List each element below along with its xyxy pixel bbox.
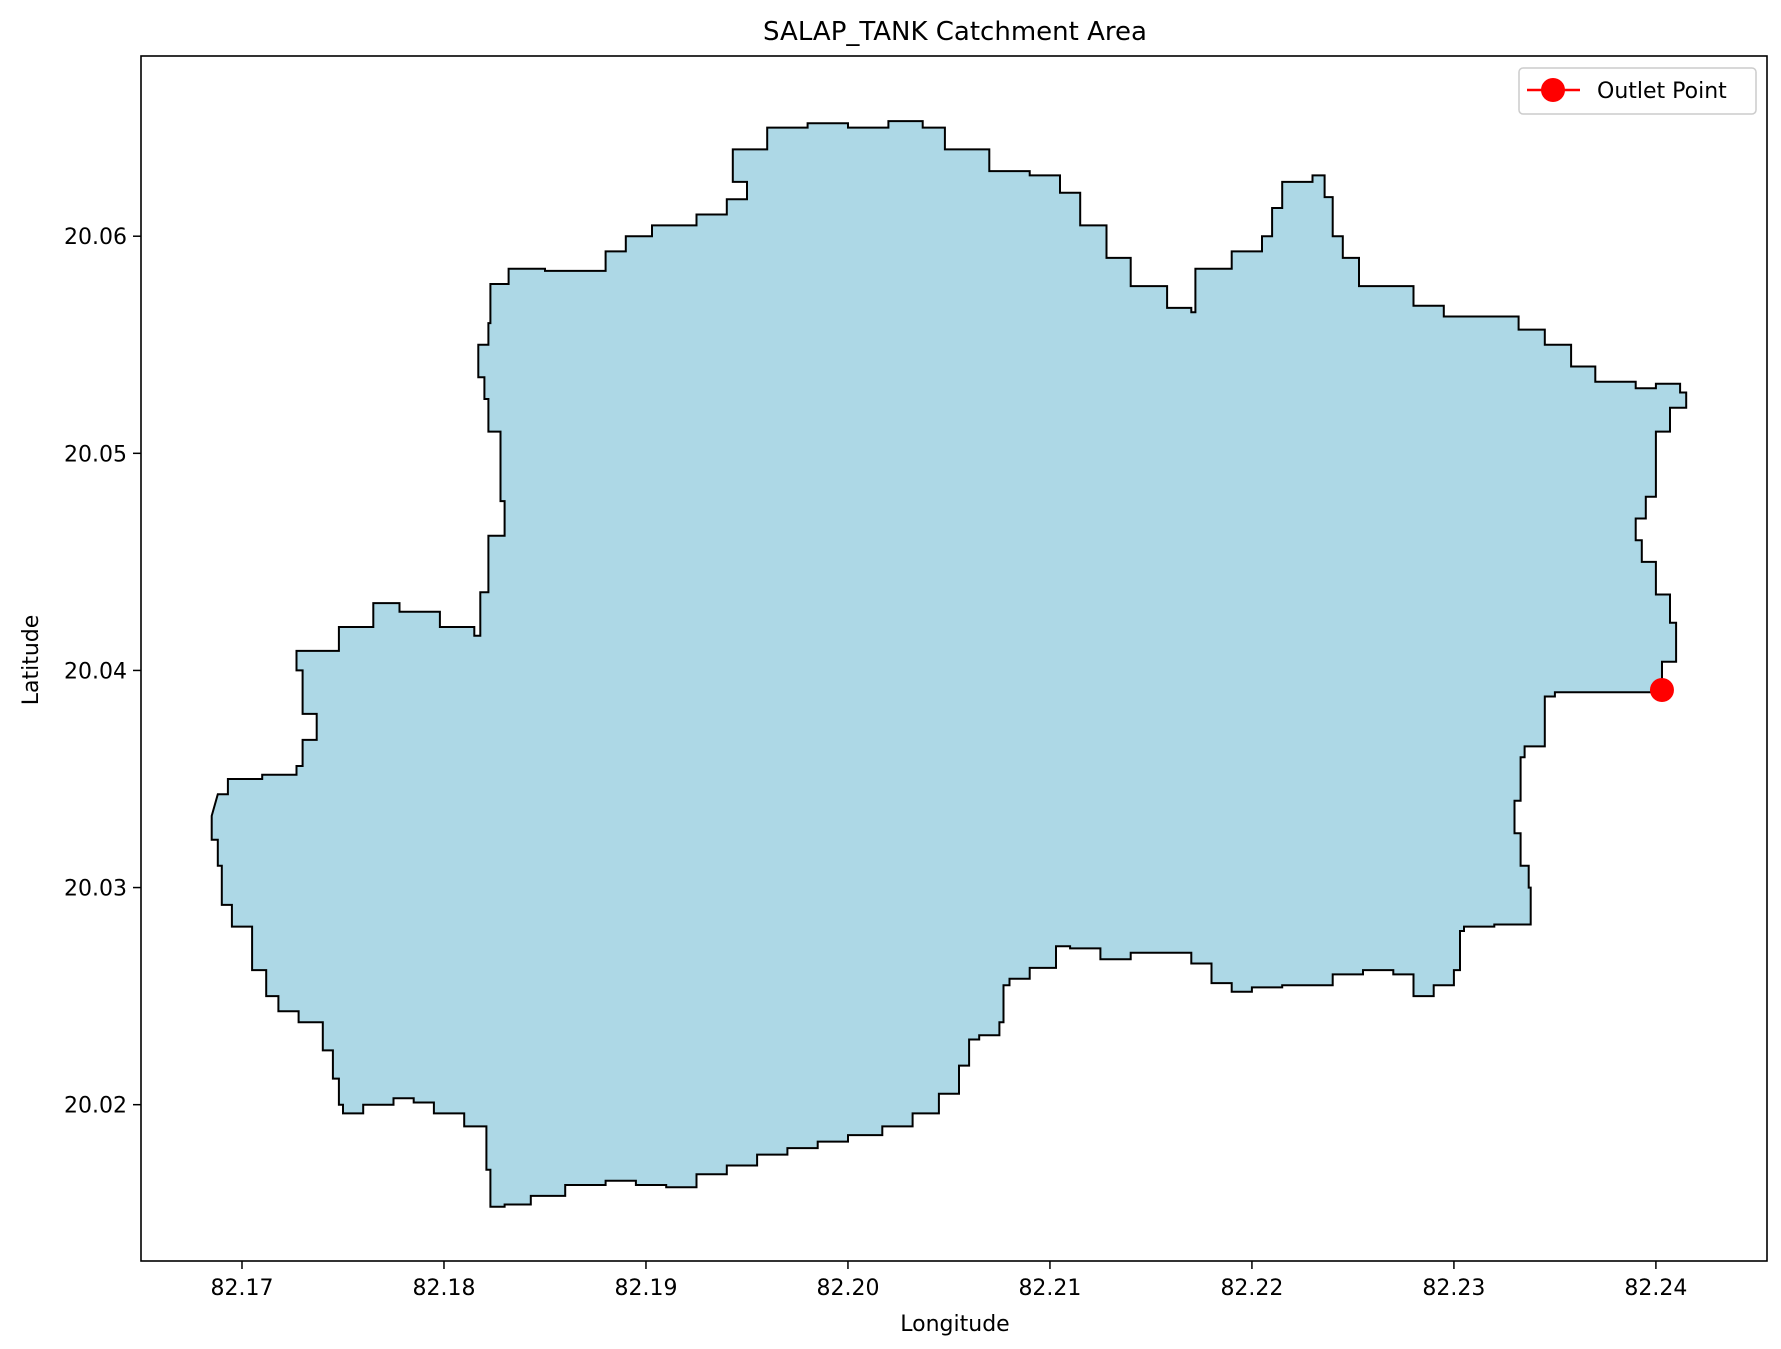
legend-outlet-label: Outlet Point: [1597, 79, 1727, 104]
x-tick-label: 82.20: [816, 1276, 879, 1301]
x-tick-label: 82.17: [211, 1276, 274, 1301]
x-tick-label: 82.18: [412, 1276, 475, 1301]
x-tick-label: 82.24: [1624, 1276, 1687, 1301]
x-axis-label: Longitude: [900, 1312, 1009, 1337]
legend: Outlet Point: [1518, 67, 1757, 115]
x-axis-ticks: 82.17 82.18 82.19 82.20 82.21 82.22 82.23 82.24: [211, 1261, 1687, 1301]
x-tick-label: 82.22: [1220, 1276, 1283, 1301]
axes-frame: [140, 55, 1768, 1262]
map-title: SALAP_TANK Catchment Area: [763, 17, 1147, 47]
y-tick-label: 20.03: [64, 877, 127, 902]
x-tick-label: 82.21: [1018, 1276, 1081, 1301]
y-tick-label: 20.06: [64, 225, 127, 250]
legend-box: [1518, 67, 1757, 115]
y-tick-label: 20.02: [64, 1094, 127, 1119]
y-tick-label: 20.04: [64, 659, 127, 684]
y-axis-label: Latitude: [19, 615, 44, 706]
x-tick-label: 82.23: [1422, 1276, 1485, 1301]
y-tick-label: 20.05: [64, 442, 127, 467]
outlet-point-marker: [1649, 677, 1674, 702]
y-axis-ticks: 20.02 20.03 20.04 20.05 20.06: [64, 225, 141, 1119]
legend-outlet-marker: [1541, 78, 1565, 102]
x-tick-label: 82.19: [614, 1276, 677, 1301]
plot-area: [140, 55, 1768, 1262]
catchment-area-polygon: [210, 120, 1688, 1208]
